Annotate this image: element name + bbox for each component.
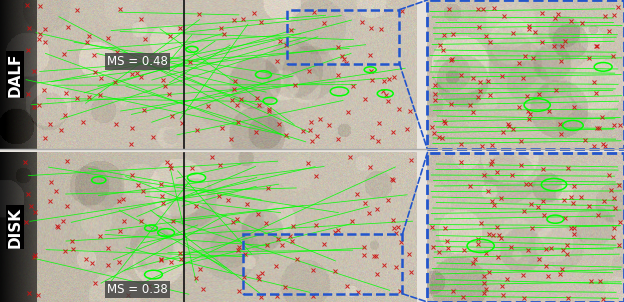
Text: MS = 0.38: MS = 0.38: [107, 283, 168, 296]
Text: DISK: DISK: [7, 207, 22, 248]
Bar: [243, 234, 402, 294]
Bar: [287, 10, 399, 63]
Bar: [427, 0, 624, 149]
Text: MS = 0.48: MS = 0.48: [107, 55, 168, 68]
Bar: [427, 153, 624, 302]
Text: DALF: DALF: [7, 53, 22, 97]
